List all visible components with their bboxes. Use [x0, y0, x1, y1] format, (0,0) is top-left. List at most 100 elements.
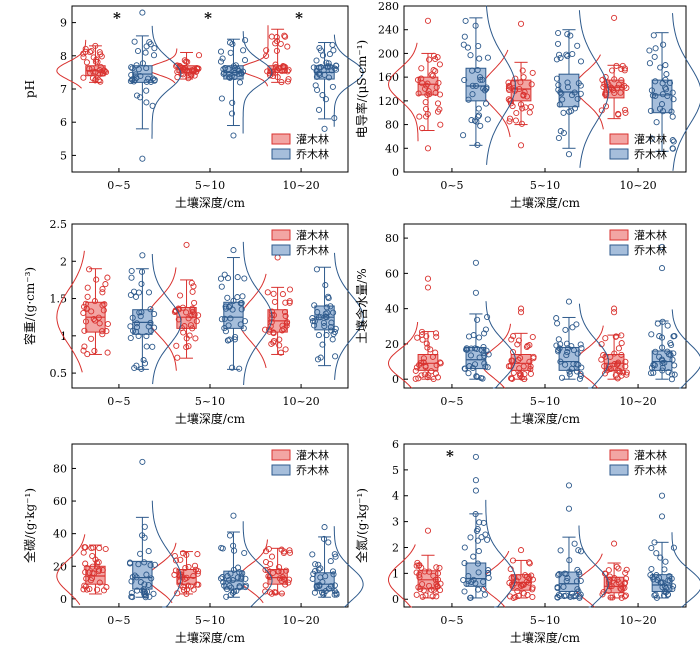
data-point — [223, 329, 228, 334]
data-point — [142, 361, 147, 366]
y-tick-label: 3 — [392, 516, 399, 529]
box-group-tree — [218, 31, 272, 138]
x-axis-label: 土壤深度/cm — [175, 411, 246, 426]
data-point — [521, 75, 526, 80]
data-point — [196, 53, 201, 58]
x-tick-label: 0~5 — [107, 395, 130, 408]
y-tick-label: 2 — [392, 541, 399, 554]
data-point — [105, 350, 110, 355]
x-tick-label: 0~5 — [440, 614, 463, 627]
data-point — [92, 348, 97, 353]
data-point — [323, 283, 328, 288]
data-point — [558, 548, 563, 553]
x-axis-label: 土壤深度/cm — [510, 195, 581, 210]
box-group-tree — [127, 459, 181, 607]
data-point — [235, 275, 240, 280]
data-point — [287, 287, 292, 292]
data-point — [242, 276, 247, 281]
data-point — [651, 33, 656, 38]
data-point — [570, 51, 575, 56]
data-point — [314, 267, 319, 272]
outlier-point — [140, 253, 145, 258]
data-point — [193, 336, 198, 341]
data-point — [438, 122, 443, 127]
y-axis-label: 电导率/(μS·cm⁻¹) — [354, 40, 369, 139]
data-point — [326, 540, 331, 545]
data-point — [129, 275, 134, 280]
data-point — [240, 294, 245, 299]
data-point — [623, 570, 628, 575]
y-tick-label: 9 — [60, 17, 67, 30]
x-tick-label: 0~5 — [440, 395, 463, 408]
x-tick-label: 10~20 — [619, 614, 656, 627]
data-point — [527, 110, 532, 115]
y-tick-label: 40 — [53, 528, 67, 541]
data-point — [519, 121, 524, 126]
data-point — [475, 317, 480, 322]
data-point — [427, 57, 432, 62]
data-point — [128, 324, 133, 329]
data-point — [477, 56, 482, 61]
x-tick-label: 5~10 — [530, 614, 560, 627]
data-point — [654, 120, 659, 125]
y-tick-label: 200 — [378, 47, 399, 60]
data-point — [563, 327, 568, 332]
significance-mark: * — [204, 9, 212, 27]
data-point — [461, 42, 466, 47]
data-point — [237, 80, 242, 85]
x-axis-label: 土壤深度/cm — [175, 630, 246, 645]
data-point — [327, 52, 332, 57]
data-point — [151, 591, 156, 596]
y-tick-label: 60 — [53, 495, 67, 508]
data-point — [660, 319, 665, 324]
data-point — [670, 138, 675, 143]
data-point — [190, 289, 195, 294]
data-point — [647, 48, 652, 53]
x-tick-label: 0~5 — [107, 179, 130, 192]
y-tick-label: 40 — [385, 142, 399, 155]
data-point — [219, 96, 224, 101]
data-point — [528, 104, 533, 109]
data-point — [140, 61, 145, 66]
outlier-point — [140, 10, 145, 15]
data-point — [174, 343, 179, 348]
legend-label: 乔木林 — [634, 463, 667, 477]
data-point — [151, 53, 156, 58]
y-tick-label: 80 — [385, 232, 399, 245]
data-point — [435, 101, 440, 106]
significance-mark: * — [113, 9, 121, 27]
outlier-point — [473, 454, 478, 459]
data-point — [89, 336, 94, 341]
x-tick-label: 5~10 — [195, 179, 225, 192]
data-point — [225, 295, 230, 300]
data-point — [271, 291, 276, 296]
legend-label: 灌木林 — [634, 132, 667, 146]
legend-label: 灌木林 — [634, 448, 667, 462]
data-point — [462, 545, 467, 550]
x-tick-label: 5~10 — [195, 395, 225, 408]
legend-swatch — [610, 465, 628, 475]
legend-label: 灌木林 — [296, 132, 329, 146]
data-point — [264, 53, 269, 58]
x-tick-label: 10~20 — [282, 395, 319, 408]
significance-mark: * — [446, 447, 454, 465]
data-point — [100, 290, 105, 295]
outlier-point — [566, 506, 571, 511]
data-point — [128, 335, 133, 340]
data-point — [84, 60, 89, 65]
y-tick-label: 280 — [378, 0, 399, 13]
data-point — [263, 583, 268, 588]
y-axis-label: 容重/(g·cm⁻³) — [22, 267, 37, 345]
data-point — [485, 117, 490, 122]
data-point — [103, 546, 108, 551]
data-point — [417, 114, 422, 119]
data-point — [554, 316, 559, 321]
data-point — [242, 550, 247, 555]
density-curve — [486, 500, 516, 607]
data-point — [219, 284, 224, 289]
data-point — [664, 72, 669, 77]
